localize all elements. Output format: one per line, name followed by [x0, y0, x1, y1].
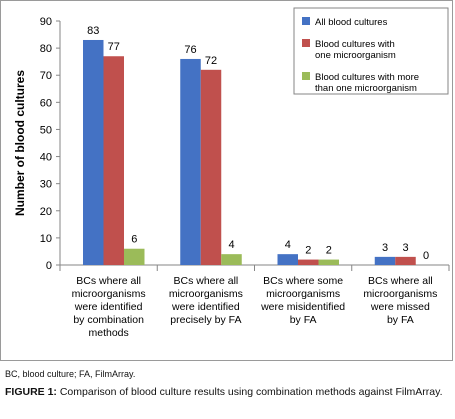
chart-frame: 0 10 20 30 40 50 60 70 80 90 Number of blood cultu… [0, 0, 453, 361]
bar [395, 256, 416, 265]
legend-swatch [302, 17, 310, 25]
bar [200, 69, 222, 265]
legend-label: than one microorganism [315, 83, 417, 94]
x-category-label: microorganisms [72, 288, 146, 300]
y-tick-label: 60 [40, 97, 52, 109]
data-label: 6 [131, 234, 137, 246]
x-category-label: by FA [387, 314, 414, 326]
x-category-label: were identified [171, 301, 240, 313]
abbreviation-footnote: BC, blood culture; FA, FilmArray. [5, 369, 136, 379]
y-tick-label: 70 [40, 70, 52, 82]
data-label: 0 [423, 250, 429, 262]
x-category-label: methods [88, 327, 128, 339]
y-tick-label: 80 [40, 43, 52, 55]
x-category-label: microorganisms [363, 288, 437, 300]
y-tick-label: 90 [40, 16, 52, 28]
data-label: 83 [87, 25, 99, 37]
y-axis-title: Number of blood cultures [13, 70, 27, 216]
legend-label: Blood cultures with more [315, 72, 419, 83]
data-label: 3 [402, 242, 408, 254]
bar [374, 256, 396, 265]
x-category-label: microorganisms [169, 288, 243, 300]
x-category-label: BCs where some [263, 275, 343, 287]
data-label: 4 [285, 239, 291, 251]
data-label: 77 [108, 41, 120, 53]
x-category-label: BCs where all [76, 275, 141, 287]
bar [221, 254, 242, 265]
x-category-label: microorganisms [266, 288, 340, 300]
x-category-label: BCs where all [368, 275, 433, 287]
x-category-label: by combination [73, 314, 144, 326]
x-category-label: BCs where all [173, 275, 238, 287]
bar [298, 259, 319, 265]
figure-caption: FIGURE 1: Comparison of blood culture re… [5, 386, 450, 399]
legend-swatch [302, 72, 310, 80]
bar [277, 254, 298, 265]
bar [103, 56, 124, 265]
legend-label: one microorganism [315, 50, 396, 61]
data-label: 2 [305, 245, 311, 257]
y-tick-label: 0 [46, 260, 52, 272]
legend-label: All blood cultures [315, 17, 388, 28]
data-label: 72 [205, 55, 217, 67]
data-label: 4 [228, 239, 234, 251]
y-tick-label: 30 [40, 179, 52, 191]
bar [318, 259, 339, 265]
y-tick-label: 10 [40, 233, 52, 245]
x-category-label: were missed [370, 301, 430, 313]
data-label: 2 [326, 245, 332, 257]
figure-label: FIGURE 1: [5, 386, 57, 398]
bar [124, 248, 145, 265]
x-category-label: were misidentified [260, 301, 345, 313]
legend-swatch [302, 39, 310, 47]
x-category-label: by FA [290, 314, 317, 326]
legend-box [293, 7, 449, 95]
x-category-label: precisely by FA [170, 314, 241, 326]
x-category-label: were identified [74, 301, 143, 313]
bar [83, 39, 104, 265]
y-tick-label: 40 [40, 152, 52, 164]
data-label: 76 [184, 44, 196, 56]
bar [180, 58, 201, 266]
y-tick-label: 50 [40, 124, 52, 136]
data-label: 3 [382, 242, 388, 254]
legend-label: Blood cultures with [315, 39, 395, 50]
figure-caption-text: Comparison of blood culture results usin… [59, 386, 443, 398]
y-tick-label: 20 [40, 206, 52, 218]
